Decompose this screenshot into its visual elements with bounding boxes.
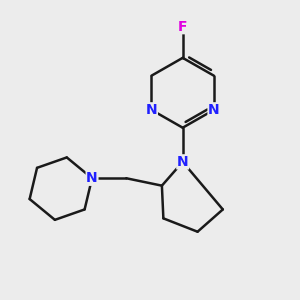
- Text: N: N: [86, 171, 98, 185]
- Text: F: F: [178, 20, 188, 34]
- Text: N: N: [208, 103, 220, 117]
- Text: N: N: [177, 155, 188, 169]
- Text: N: N: [146, 103, 157, 117]
